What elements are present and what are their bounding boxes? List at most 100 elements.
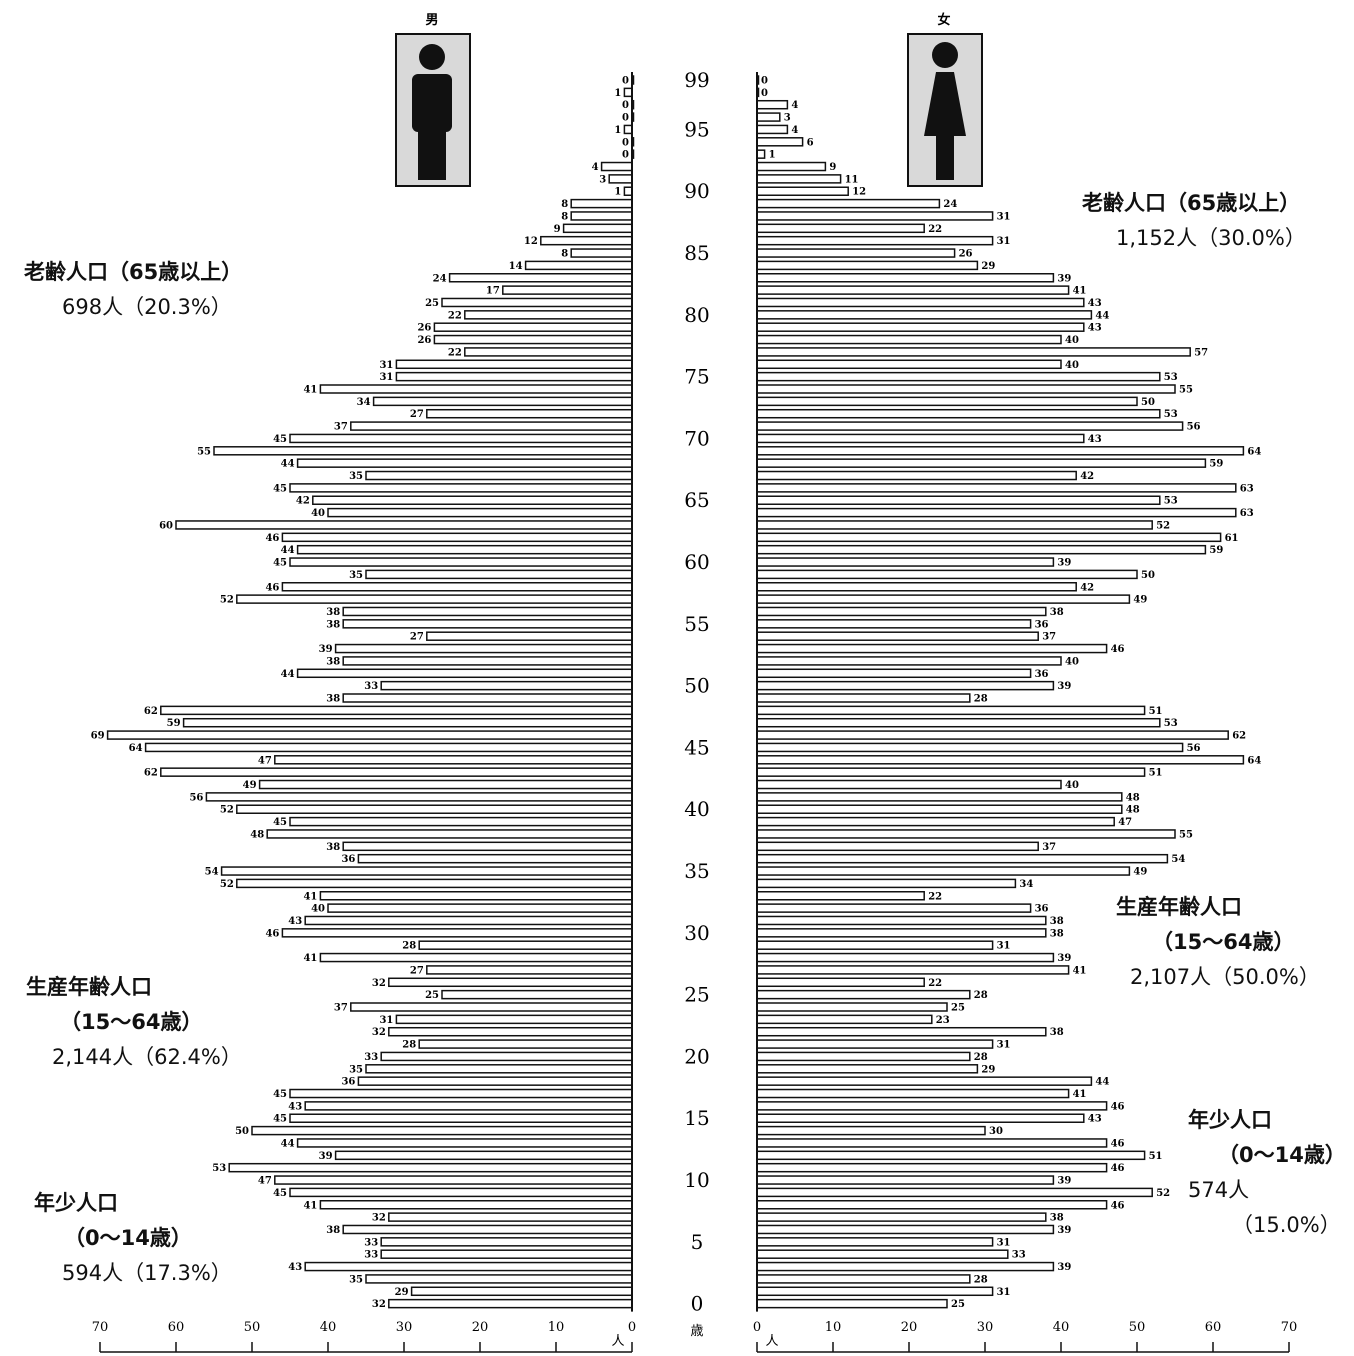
female-bar-age-13 (756, 1138, 1108, 1148)
female-bar-age-6 (756, 1224, 1055, 1235)
male-value-age-20: 33 (364, 1052, 378, 1063)
female-bar-age-16 (756, 1101, 1108, 1111)
male-tick-label-20: 20 (472, 1320, 489, 1335)
x-unit-left: 人 (611, 1334, 624, 1349)
male-bar-age-44 (274, 755, 633, 765)
female-bar-age-11 (756, 1162, 1108, 1173)
female-bar-age-87 (756, 223, 925, 234)
female-value-age-60: 39 (1057, 558, 1071, 569)
male-bar-age-37 (342, 841, 633, 852)
male-value-age-89: 8 (561, 199, 568, 210)
male-value-age-98: 1 (614, 88, 621, 99)
male-value-age-6: 38 (326, 1225, 340, 1236)
female-bar-age-5 (756, 1237, 994, 1247)
female-young-annotation: 年少人口 （0〜14歳） 574人 （15.0%） (1188, 1103, 1346, 1243)
female-tick-label-50: 50 (1129, 1320, 1146, 1335)
male-value-age-70: 45 (273, 434, 287, 445)
female-value-age-31: 38 (1050, 916, 1064, 927)
female-bar-age-38 (756, 829, 1176, 839)
female-value-age-27: 41 (1073, 965, 1087, 976)
male-bar-age-1 (410, 1286, 633, 1297)
male-value-age-41: 56 (189, 792, 203, 803)
female-value-age-99: 0 (761, 76, 768, 87)
female-bar-age-29 (756, 940, 994, 950)
age-label-99: 99 (684, 68, 709, 92)
female-value-age-97: 4 (791, 100, 798, 111)
male-value-age-51: 44 (281, 669, 295, 680)
male-bar-age-55 (342, 619, 633, 629)
female-value-age-51: 36 (1035, 669, 1049, 680)
female-value-age-43: 51 (1149, 768, 1163, 779)
male-value-age-25: 25 (425, 990, 439, 1001)
male-bar-age-35 (220, 866, 633, 876)
male-value-age-76: 31 (379, 360, 393, 371)
female-bar-age-50 (756, 680, 1055, 691)
female-value-age-86: 31 (997, 236, 1011, 247)
female-working-annotation: 生産年齢人口 （15〜64歳） 2,107人（50.0%） (1116, 890, 1320, 995)
male-value-age-95: 1 (614, 125, 621, 136)
female-value-age-55: 36 (1035, 619, 1049, 630)
female-value-age-96: 3 (784, 113, 791, 124)
female-value-age-72: 53 (1164, 409, 1178, 420)
female-bar-age-77 (756, 347, 1191, 357)
female-value-age-63: 52 (1156, 520, 1170, 531)
female-value-age-26: 22 (928, 978, 942, 989)
male-value-age-86: 12 (524, 236, 538, 247)
male-value-age-71: 37 (334, 422, 348, 433)
female-bar-age-42 (756, 779, 1062, 790)
male-value-age-97: 0 (622, 100, 629, 111)
male-value-age-84: 14 (509, 261, 523, 272)
female-value-age-40: 48 (1126, 805, 1140, 816)
female-value-age-44: 64 (1247, 755, 1261, 766)
male-tick-label-60: 60 (168, 1320, 185, 1335)
age-label-95: 95 (684, 117, 709, 141)
male-bar-age-24 (350, 1002, 633, 1012)
age-label-45: 45 (684, 735, 709, 759)
male-value-age-32: 40 (311, 904, 325, 915)
female-bar-age-96 (756, 112, 781, 122)
male-value-age-31: 43 (288, 916, 302, 927)
female-bar-age-48 (756, 705, 1146, 716)
female-value-age-75: 53 (1164, 372, 1178, 383)
male-value-age-91: 3 (599, 174, 606, 185)
female-bar-age-8 (756, 1200, 1108, 1210)
female-bar-age-63 (756, 520, 1153, 530)
female-value-age-42: 40 (1065, 780, 1079, 791)
female-bar-age-17 (756, 1088, 1070, 1099)
male-value-age-17: 45 (273, 1089, 287, 1100)
female-value-age-8: 46 (1111, 1200, 1125, 1211)
male-value-age-96: 0 (622, 113, 629, 124)
female-value-age-25: 28 (974, 990, 988, 1001)
age-label-80: 80 (684, 303, 709, 327)
female-value-age-88: 31 (997, 211, 1011, 222)
female-bar-age-43 (756, 767, 1146, 777)
female-value-age-9: 52 (1156, 1188, 1170, 1199)
age-label-65: 65 (684, 488, 709, 512)
male-value-age-5: 33 (364, 1237, 378, 1248)
female-bar-age-54 (756, 631, 1039, 641)
female-young-value: 574人 (1188, 1178, 1250, 1202)
female-value-age-59: 50 (1141, 570, 1155, 581)
female-value-age-39: 47 (1118, 817, 1132, 828)
male-value-age-8: 41 (303, 1200, 317, 1211)
age-label-10: 10 (684, 1168, 709, 1192)
male-value-age-90: 1 (614, 187, 621, 198)
female-working-range: （15〜64歳） (1152, 930, 1295, 954)
age-label-85: 85 (684, 241, 709, 265)
male-value-age-75: 31 (379, 372, 393, 383)
female-value-age-7: 38 (1050, 1213, 1064, 1224)
male-value-age-30: 46 (265, 928, 279, 939)
female-bar-age-81 (756, 297, 1085, 308)
male-bar-age-38 (266, 829, 633, 839)
male-value-age-46: 69 (91, 731, 105, 742)
male-value-age-55: 38 (326, 619, 340, 630)
male-bar-age-57 (236, 594, 633, 604)
age-label-70: 70 (684, 426, 709, 450)
female-value-age-69: 64 (1247, 446, 1261, 457)
female-bar-age-70 (756, 433, 1085, 444)
female-bar-age-44 (756, 755, 1245, 765)
male-bar-age-40 (236, 804, 633, 814)
male-bar-age-51 (296, 668, 633, 679)
male-bar-age-60 (289, 557, 633, 567)
